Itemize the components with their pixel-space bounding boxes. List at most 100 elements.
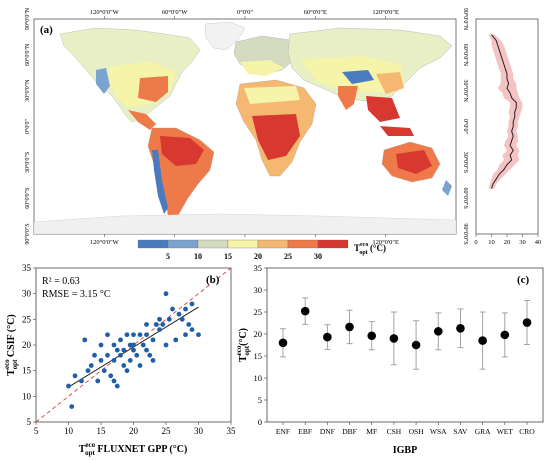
scatter-point — [196, 332, 201, 338]
map-lat-tick-label-left: 60°0'0"N — [24, 43, 31, 66]
map-top-tick-label: 120°0'0"W — [90, 9, 120, 16]
scatter-point — [163, 291, 169, 297]
igbp-x-tick-label: CSH — [387, 427, 402, 436]
map-lat-tick-label-left: 60°0'0"S — [24, 188, 31, 209]
map-lat-tick-label-right: 60°0'0"N — [462, 44, 469, 67]
scatter-point — [98, 342, 104, 348]
map-lat-tick-label-left: 30°0'0"N — [24, 79, 31, 102]
scatter-point — [137, 363, 143, 368]
igbp-x-tick-label: WET — [497, 427, 514, 436]
scatter-point — [114, 347, 120, 353]
igbp-x-tick-label: OSH — [409, 427, 425, 436]
panel-label-a: (a) — [40, 24, 53, 36]
igbp-x-tick-label: CRO — [519, 427, 535, 436]
colorbar-swatch — [137, 239, 169, 249]
igbp-mean-marker — [300, 306, 310, 316]
colorbar-label: Teco opt (°C) — [354, 242, 386, 256]
igbp-y-ticks: 0 5 10 15 20 25 30 35 — [254, 263, 267, 427]
scatter-point — [69, 404, 75, 409]
scatter-point — [101, 368, 107, 374]
scatter-point — [183, 332, 188, 338]
scatter-point — [118, 337, 123, 343]
scatter-y-tick-label: 15 — [22, 366, 32, 376]
profile-mean-line — [491, 34, 517, 189]
scatter-point — [153, 322, 159, 327]
europe-warm — [240, 60, 284, 76]
igbp-y-tick-label: 15 — [254, 351, 263, 361]
scatter-y-tick-label: 10 — [22, 391, 32, 401]
colorbar: 5 10 15 20 25 30 Teco opt (°C) — [137, 239, 386, 261]
scatter-point — [150, 358, 156, 363]
igbp-mean-marker — [389, 334, 399, 343]
new-zealand-shape — [442, 180, 452, 196]
scatter-x-tick-label: 30 — [194, 426, 204, 436]
scatter-point — [134, 352, 140, 358]
scatter-x-tick-label: 15 — [97, 426, 107, 436]
colorbar-swatch — [197, 239, 229, 249]
scatter-point — [121, 347, 127, 353]
scatter-points — [66, 291, 201, 409]
north-america-hot — [138, 76, 168, 102]
colorbar-swatch — [287, 239, 319, 249]
igbp-y-tick-label: 35 — [254, 263, 263, 273]
scatter-point — [105, 332, 110, 338]
scatter-point — [150, 337, 156, 343]
southeast-asia-hot — [366, 96, 400, 122]
scatter-point — [144, 322, 149, 327]
map-lat-tick-label-right: 90°0'0"S — [462, 223, 469, 244]
andes-cool — [152, 150, 168, 214]
map-panel: 120°0'0"W 60°0'0"W 0°0'0" 60°0'0"E 120°0'0"E… — [24, 7, 469, 246]
igbp-x-tick-label: SAV — [453, 427, 468, 436]
panel-label-c: (c) — [517, 274, 530, 286]
colorbar-tick-label: 20 — [254, 252, 262, 261]
scatter-point — [163, 342, 169, 348]
scatter-y-label: Tecoopt CSIF (°C) — [3, 314, 19, 375]
map-top-ticks: 120°0'0"W 60°0'0"W 0°0'0" 60°0'0"E 120°0'0"E — [90, 9, 399, 19]
map-land — [34, 21, 456, 234]
colorbar-swatch — [257, 239, 289, 249]
scatter-stat-r2: R² = 0.63 — [42, 276, 80, 287]
igbp-y-tick-label: 25 — [254, 307, 263, 317]
scatter-point — [147, 352, 153, 358]
scatter-x-ticks: 5 10 15 20 25 30 35 — [34, 422, 236, 436]
amazon-hot — [160, 136, 204, 166]
colorbar-tick-label: 5 — [166, 252, 170, 261]
scatter-point — [95, 378, 101, 384]
scatter-point — [144, 347, 149, 353]
scatter-point — [111, 358, 117, 363]
scatter-point — [183, 306, 188, 312]
profile-x-tick-label: 20 — [504, 239, 511, 246]
map-bottom-tick-label: 120°0'0"E — [372, 239, 399, 246]
scatter-point — [131, 342, 136, 348]
scatter-x-tick-label: 25 — [162, 426, 172, 436]
scatter-point — [137, 332, 143, 338]
igbp-frame — [266, 267, 544, 423]
igbp-y-tick-label: 0 — [258, 417, 262, 427]
scatter-point — [186, 322, 192, 327]
scatter-point — [176, 311, 182, 317]
map-top-tick-label: 0°0'0" — [237, 9, 254, 16]
profile-x-ticks: 0 10 20 30 40 — [474, 234, 541, 246]
scatter-x-tick-label: 35 — [227, 426, 237, 436]
igbp-mean-marker — [433, 327, 443, 336]
igbp-mean-marker — [456, 323, 465, 333]
indonesia-shape — [380, 126, 414, 136]
igbp-mean-marker — [345, 322, 354, 332]
scatter-point — [160, 322, 166, 327]
colorbar-swatch — [167, 239, 199, 249]
scatter-x-tick-label: 5 — [34, 426, 39, 436]
scatter-point — [124, 332, 130, 338]
profile-frame — [475, 18, 539, 235]
colorbar-tick-label: 25 — [284, 252, 292, 261]
scatter-point — [108, 373, 114, 379]
australia-hot — [396, 150, 432, 174]
igbp-error-bars — [278, 297, 532, 370]
latitudinal-profile-panel: 0 10 20 30 40 — [474, 18, 541, 246]
profile-x-tick-label: 40 — [535, 239, 542, 246]
rocky-mountains-cool — [96, 68, 110, 94]
scatter-point — [179, 316, 185, 322]
scatter-point — [105, 352, 110, 358]
igbp-mean-marker — [411, 340, 421, 350]
scatter-point — [118, 352, 123, 358]
colorbar-swatch — [317, 239, 349, 249]
